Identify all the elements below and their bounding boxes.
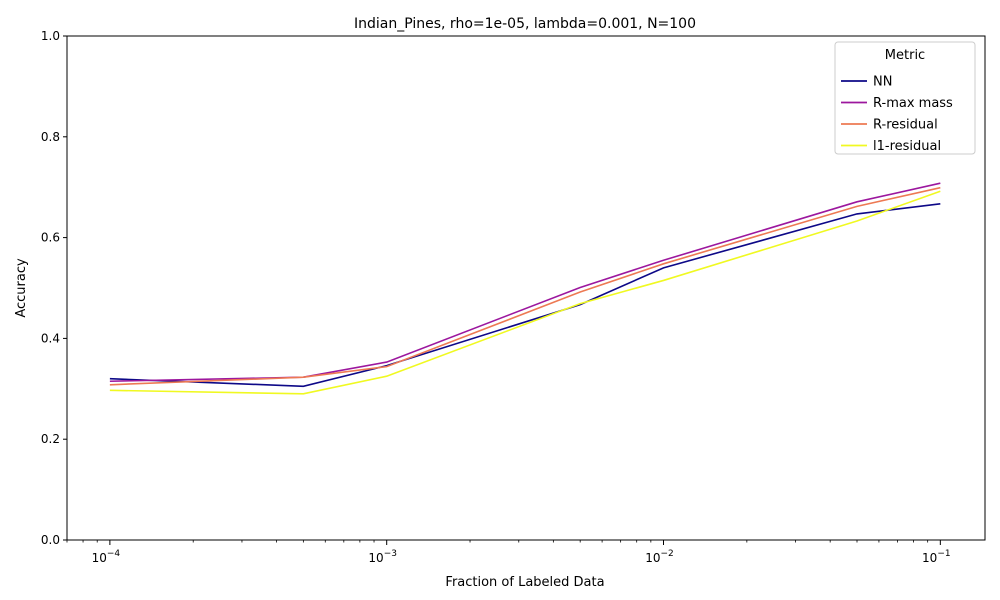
y-tick-label: 1.0 <box>41 29 60 43</box>
series-line-r-residual <box>109 186 941 386</box>
legend-entry: R-residual <box>873 118 938 133</box>
legend-entry: R-max mass <box>873 96 953 111</box>
y-axis: 0.0 0.2 0.4 0.6 0.8 1.0 <box>41 29 67 547</box>
x-axis: 10−4 10−3 10−2 10−1 <box>66 540 951 565</box>
plot-area <box>66 35 986 541</box>
legend: Metric NN R-max mass R-residual l1-residual <box>834 41 976 155</box>
chart-title: Indian_Pines, rho=1e-05, lambda=0.001, N… <box>354 16 696 32</box>
legend-title: Metric <box>885 48 925 63</box>
y-tick-label: 0.6 <box>41 231 60 245</box>
y-tick-label: 0.2 <box>41 432 60 446</box>
x-tick-label: 10−4 <box>92 549 121 565</box>
x-tick-label: 10−1 <box>922 549 951 565</box>
x-tick-label: 10−2 <box>645 549 674 565</box>
legend-entry: l1-residual <box>873 139 941 154</box>
series-line-l1-residual <box>109 190 941 395</box>
series-line-r-max-mass <box>109 182 941 383</box>
plot-frame <box>66 35 986 541</box>
y-tick-label: 0.0 <box>41 533 60 547</box>
y-tick-label: 0.8 <box>41 130 60 144</box>
y-tick-label: 0.4 <box>41 331 60 345</box>
series-line-nn <box>109 203 941 388</box>
y-axis-label: Accuracy <box>14 258 29 318</box>
x-tick-label: 10−3 <box>368 549 397 565</box>
x-axis-label: Fraction of Labeled Data <box>445 575 604 590</box>
legend-box <box>834 41 976 155</box>
legend-entry: NN <box>873 75 892 90</box>
